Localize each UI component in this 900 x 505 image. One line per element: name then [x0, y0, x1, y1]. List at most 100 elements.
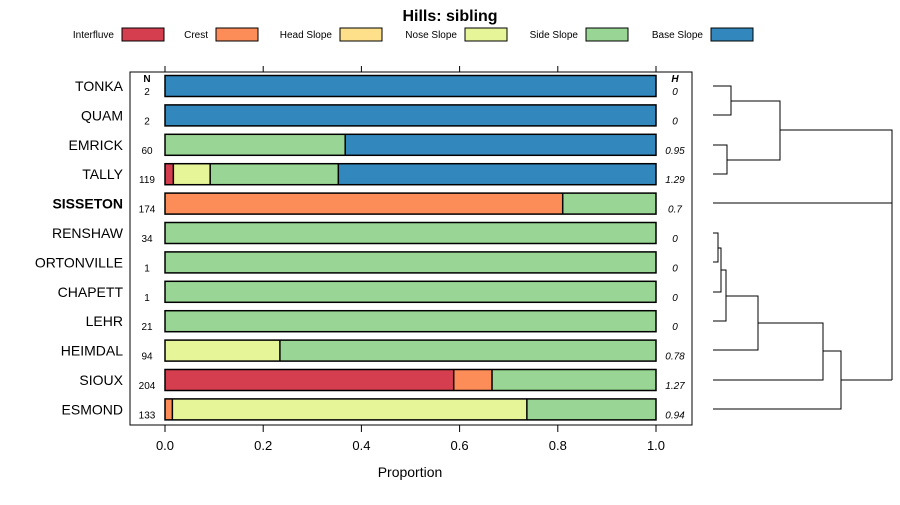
- legend-label-nose-slope: Nose Slope: [405, 30, 457, 41]
- x-tick-label: 0.8: [549, 438, 567, 453]
- row-h-value: 1.29: [665, 175, 685, 186]
- bar-segment-side-slope: [165, 251, 656, 273]
- row-label: LEHR: [86, 313, 123, 329]
- row-label: RENSHAW: [52, 225, 124, 241]
- bar-segment-side-slope: [562, 193, 656, 215]
- bar-row-sisseton: SISSETON 174 0.7: [52, 192, 682, 216]
- bar-outline: [164, 133, 657, 157]
- bar-segment-base-slope: [165, 104, 656, 126]
- row-label: CHAPETT: [58, 284, 124, 300]
- bar-segment-side-slope: [165, 222, 656, 244]
- row-label: QUAM: [81, 107, 123, 123]
- bar-segment-side-slope: [165, 310, 656, 332]
- legend-label-crest: Crest: [184, 30, 208, 41]
- row-h-value: 0.7: [668, 205, 682, 216]
- bar-outline: [164, 251, 657, 274]
- bar-segment-crest: [165, 193, 563, 215]
- bar-row-esmond: ESMOND 133 0.94: [62, 398, 685, 421]
- dendrogram-branch: [713, 295, 759, 351]
- legend-swatch-side-slope: [585, 27, 629, 42]
- row-n-value: 1: [144, 293, 150, 304]
- row-h-value: 0: [672, 87, 678, 98]
- bar-segment-nose-slope: [165, 340, 280, 362]
- n-column-header: N: [143, 74, 150, 85]
- bar-segment-side-slope: [165, 281, 656, 303]
- x-tick-label: 0.2: [254, 438, 272, 453]
- row-label: ORTONVILLE: [35, 254, 123, 270]
- bar-segment-side-slope: [492, 369, 656, 391]
- row-label: TONKA: [75, 78, 124, 94]
- bar-segment-side-slope: [210, 163, 339, 185]
- row-n-value: 119: [139, 175, 155, 186]
- bar-segment-base-slope: [338, 163, 656, 185]
- top-axis-ticks: [164, 66, 657, 72]
- legend-swatch-head-slope: [339, 27, 383, 42]
- row-n-value: 133: [139, 410, 156, 421]
- bar-outline: [164, 192, 657, 215]
- x-tick-label: 0.4: [352, 438, 370, 453]
- bar-segment-side-slope: [526, 398, 656, 420]
- row-h-value: 0.95: [665, 146, 685, 157]
- bar-row-emrick: EMRICK 60 0.95: [69, 133, 685, 157]
- bar-row-heimdal: HEIMDAL 94 0.78: [61, 339, 685, 363]
- row-n-value: 1: [144, 263, 150, 274]
- bar-row-chapett: CHAPETT 1 0: [58, 280, 678, 304]
- bar-rows: TONKA 2 0 QUAM 2 0 EMRICK 60 0.95 TALLY 119 1.29 SIS…: [35, 74, 685, 421]
- bar-segment-side-slope: [279, 340, 656, 362]
- row-n-value: 60: [141, 146, 153, 157]
- row-h-value: 0: [672, 293, 678, 304]
- dendrogram: [713, 85, 893, 410]
- x-tick-label: 1.0: [647, 438, 665, 453]
- bar-outline: [164, 368, 657, 392]
- chart-title: Hills: sibling: [402, 8, 497, 25]
- bar-row-lehr: LEHR 21 0: [86, 309, 678, 333]
- bar-row-tally: TALLY 119 1.29: [82, 162, 685, 186]
- row-h-value: 1.27: [665, 381, 685, 392]
- legend: Interfluve Crest Head Slope Nose Slope Side …: [73, 27, 754, 42]
- row-h-value: 0: [672, 116, 678, 127]
- row-h-value: 0.78: [665, 352, 685, 363]
- row-n-value: 21: [141, 322, 153, 333]
- legend-swatch-nose-slope: [464, 27, 508, 42]
- bar-outline: [164, 280, 657, 304]
- legend-label-head-slope: Head Slope: [280, 30, 333, 41]
- bar-outline: [164, 339, 657, 362]
- dendrogram-branch: [780, 129, 893, 380]
- legend-swatch-base-slope: [710, 27, 754, 42]
- row-label: SIOUX: [79, 372, 123, 388]
- row-label: ESMOND: [62, 401, 123, 417]
- row-n-value: 174: [139, 205, 156, 216]
- row-h-value: 0: [672, 234, 678, 245]
- row-h-value: 0.94: [665, 410, 685, 421]
- h-column-header: H: [671, 74, 679, 85]
- bar-outline: [164, 74, 657, 98]
- bar-outline: [164, 309, 657, 333]
- plot-frame: [129, 71, 693, 426]
- dendrogram-branch: [727, 100, 781, 161]
- dendrogram-branch: [713, 269, 727, 322]
- row-n-value: 94: [141, 352, 153, 363]
- x-axis-label: Proportion: [378, 464, 443, 480]
- dendrogram-branch: [713, 144, 728, 175]
- x-axis: 0.0 0.2 0.4 0.6 0.8 1.0: [156, 425, 665, 453]
- bar-row-ortonville: ORTONVILLE 1 0: [35, 251, 678, 274]
- dendrogram-branch: [713, 85, 732, 116]
- legend-swatch-crest: [215, 27, 259, 42]
- row-label: HEIMDAL: [61, 343, 123, 359]
- bar-segment-base-slope: [165, 75, 656, 97]
- bar-row-renshaw: RENSHAW 34 0: [52, 221, 678, 245]
- row-label: SISSETON: [52, 196, 123, 212]
- row-h-value: 0: [672, 322, 678, 333]
- x-tick-label: 0.6: [451, 438, 469, 453]
- bar-segment-nose-slope: [172, 398, 527, 420]
- dendrogram-branch: [713, 322, 824, 381]
- bar-segment-crest: [165, 398, 173, 420]
- row-label: TALLY: [82, 166, 123, 182]
- dendrogram-branch: [713, 232, 719, 263]
- x-tick-label: 0.0: [156, 438, 174, 453]
- dendrogram-branch: [713, 247, 722, 293]
- bar-segment-nose-slope: [173, 163, 211, 185]
- bar-row-quam: QUAM 2 0: [81, 104, 678, 127]
- bar-row-sioux: SIOUX 204 1.27: [79, 368, 685, 392]
